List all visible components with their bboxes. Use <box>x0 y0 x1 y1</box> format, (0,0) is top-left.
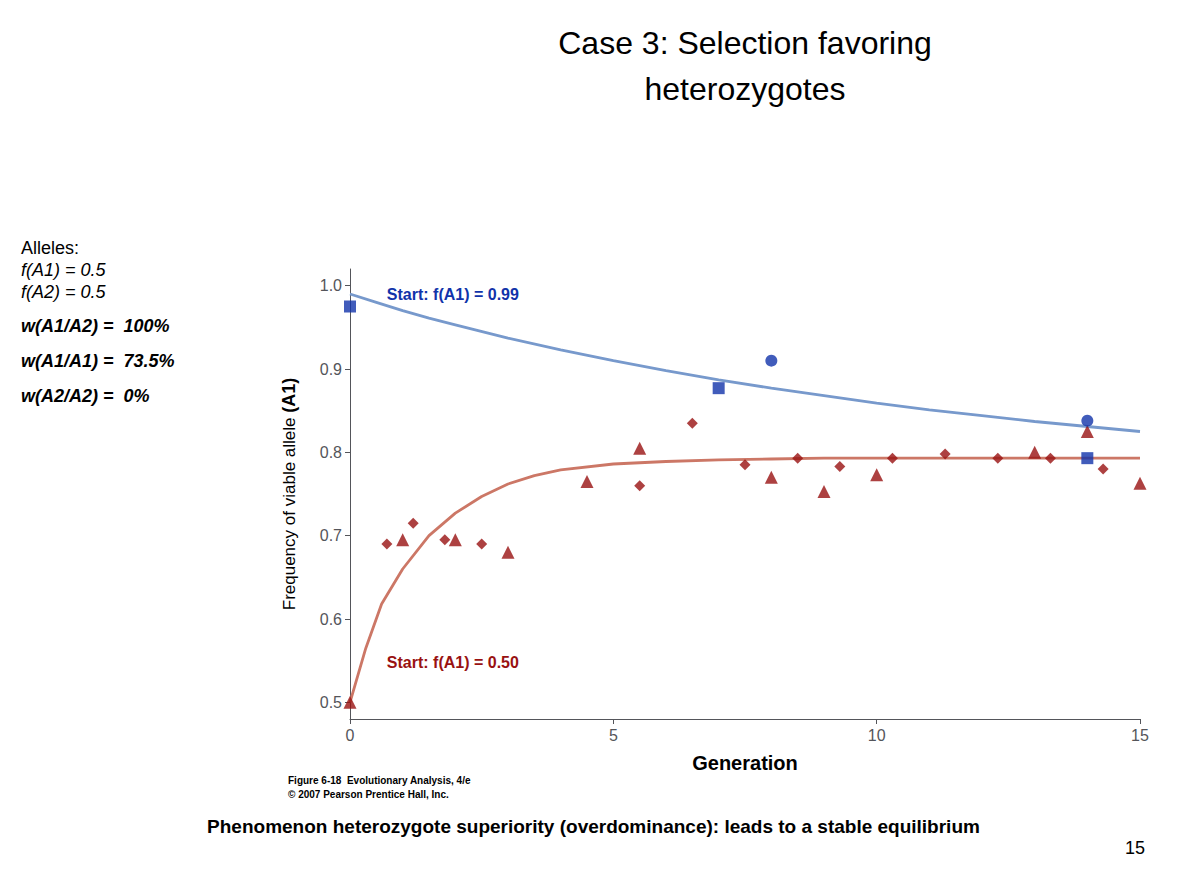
svg-text:Start: f(A1) = 0.99: Start: f(A1) = 0.99 <box>387 286 519 303</box>
svg-text:Frequency of viable allele: Frequency of viable allele <box>280 413 299 611</box>
svg-text:heterozygotes: heterozygotes <box>644 71 845 107</box>
svg-text:1.0: 1.0 <box>320 277 342 294</box>
svg-text:Case 3: Selection favoring: Case 3: Selection favoring <box>558 25 932 61</box>
svg-text:15: 15 <box>1125 838 1145 858</box>
svg-text:© 2007 Pearson Prentice Hall,: © 2007 Pearson Prentice Hall, Inc. <box>288 789 449 800</box>
svg-text:w(A2/A2) = 0%: w(A2/A2) = 0% <box>21 386 150 406</box>
svg-text:f(A2) = 0.5: f(A2) = 0.5 <box>21 282 107 302</box>
svg-text:w(A1/A1) = 73.5%: w(A1/A1) = 73.5% <box>21 351 175 371</box>
svg-text:Start: f(A1) = 0.50: Start: f(A1) = 0.50 <box>387 654 519 671</box>
svg-text:(A1): (A1) <box>279 378 299 413</box>
svg-text:0.7: 0.7 <box>320 527 342 544</box>
svg-text:Alleles:: Alleles: <box>21 238 79 258</box>
svg-text:10: 10 <box>868 727 886 744</box>
svg-text:5: 5 <box>609 727 618 744</box>
svg-text:0.9: 0.9 <box>320 361 342 378</box>
svg-text:Generation: Generation <box>692 752 798 774</box>
svg-text:Figure 6-18 Evolutionary Anal: Figure 6-18 Evolutionary Analysis, 4/e <box>288 775 471 786</box>
svg-text:w(A1/A2) = 100%: w(A1/A2) = 100% <box>21 316 170 336</box>
svg-text:15: 15 <box>1131 727 1149 744</box>
svg-text:0: 0 <box>346 727 355 744</box>
svg-text:0.5: 0.5 <box>320 694 342 711</box>
svg-text:f(A1) = 0.5: f(A1) = 0.5 <box>21 260 107 280</box>
svg-text:0.8: 0.8 <box>320 444 342 461</box>
svg-text:Phenomenon heterozygote superi: Phenomenon heterozygote superiority (ove… <box>207 816 980 837</box>
svg-text:0.6: 0.6 <box>320 611 342 628</box>
